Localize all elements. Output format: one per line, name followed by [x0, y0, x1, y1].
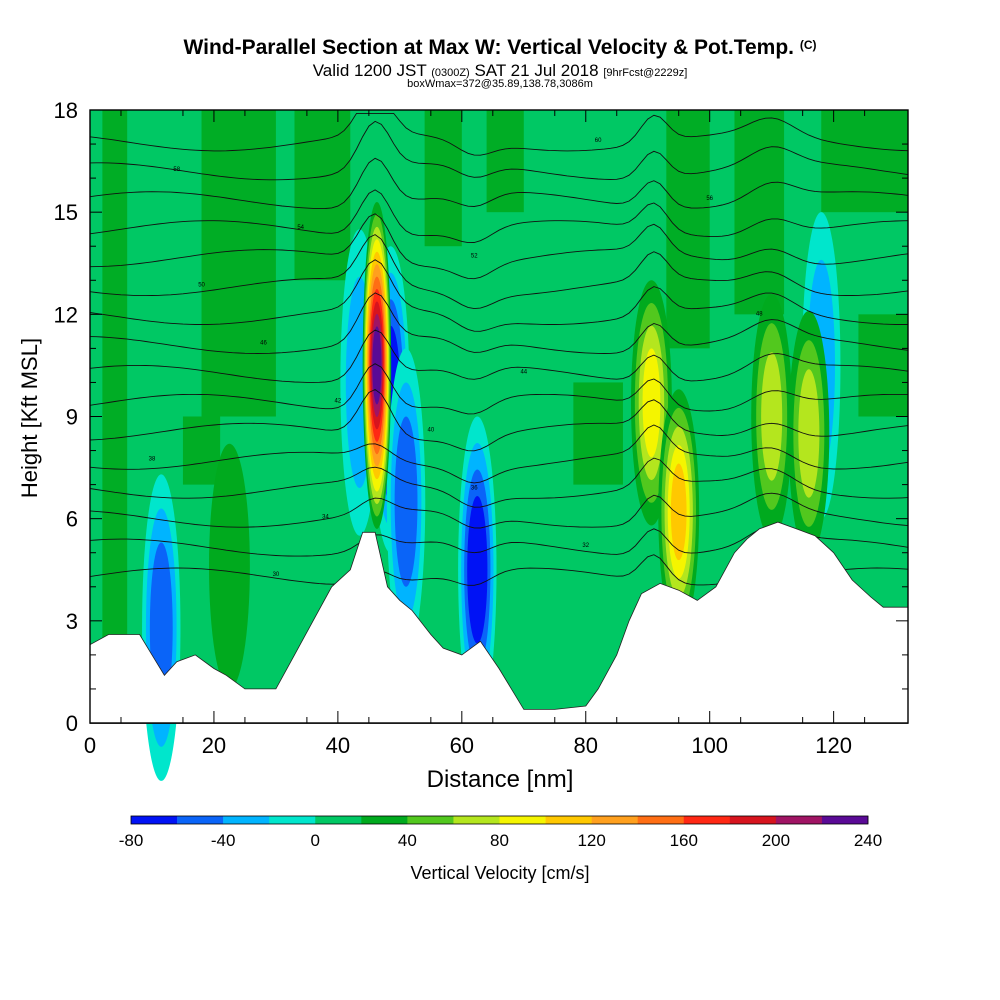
theta-contour-label: 34 — [322, 514, 329, 520]
weak-updraft-band — [294, 110, 351, 281]
colorbar-swatch — [269, 816, 316, 824]
theta-contour-label: 52 — [471, 254, 478, 260]
colorbar-swatch — [453, 816, 500, 824]
colorbar-swatch — [821, 816, 869, 824]
theta-contour-label: 32 — [582, 543, 589, 549]
theta-contour-label: 46 — [260, 341, 267, 347]
weak-updraft-band — [182, 416, 221, 485]
weak-updraft-band — [734, 110, 785, 315]
colorbar-swatch — [775, 816, 823, 824]
theta-contour — [89, 157, 909, 210]
x-tick-label: 120 — [815, 733, 852, 758]
theta-contour — [89, 492, 909, 529]
theta-contour-label: 54 — [297, 225, 304, 231]
colorbar-swatch — [683, 816, 731, 824]
x-tick-label: 20 — [202, 733, 226, 758]
y-tick-label: 18 — [54, 98, 78, 123]
x-tick-label: 40 — [326, 733, 350, 758]
y-tick-label: 9 — [66, 405, 78, 430]
theta-contour-label: 48 — [756, 312, 763, 318]
theta-contour-label: 60 — [595, 138, 602, 144]
y-tick-label: 6 — [66, 507, 78, 532]
theta-contour — [89, 259, 908, 332]
x-tick-label: 0 — [84, 733, 96, 758]
theta-contour — [89, 329, 909, 383]
colorbar-swatch — [407, 816, 454, 824]
weak-updraft-band — [666, 110, 710, 349]
weak-updraft-band — [102, 110, 128, 723]
colorbar-tick-label: 240 — [854, 831, 882, 850]
downdraft-cell — [394, 416, 418, 587]
theta-contour — [89, 213, 909, 280]
y-tick-label: 15 — [54, 200, 78, 225]
updraft-cell — [798, 369, 820, 498]
colorbar-tick-label: 80 — [490, 831, 509, 850]
colorbar-swatch — [545, 816, 592, 824]
theta-contour — [89, 120, 909, 181]
x-tick-label: 60 — [450, 733, 474, 758]
chart-subtitle-box: boxWmax=372@35.89,138.78,3086m — [407, 78, 593, 90]
theta-contour — [89, 457, 909, 508]
theta-contour-label: 38 — [149, 456, 156, 462]
weak-updraft-band — [201, 110, 276, 417]
colorbar-tick-label: 0 — [311, 831, 320, 850]
weak-updraft-band — [486, 110, 524, 213]
chart-subtitle: Valid 1200 JST (0300Z) SAT 21 Jul 2018 [… — [312, 61, 688, 80]
colorbar-label: Vertical Velocity [cm/s] — [410, 863, 590, 883]
y-tick-label: 0 — [66, 711, 78, 736]
colorbar-tick-label: -40 — [211, 831, 236, 850]
updraft-cell — [761, 352, 783, 481]
x-tick-label: 80 — [574, 733, 598, 758]
x-axis-label: Distance [nm] — [426, 766, 574, 793]
weak-updraft-band — [821, 110, 908, 213]
theta-contour — [89, 234, 909, 310]
theta-contour — [89, 189, 909, 244]
theta-contour-label: 56 — [706, 196, 713, 202]
weak-updraft-band — [424, 110, 462, 247]
theta-contour-label: 58 — [173, 167, 180, 173]
theta-contour-label: 44 — [520, 370, 527, 376]
colorbar-swatch — [223, 816, 270, 824]
updraft-cell — [372, 326, 382, 405]
chart-title: Wind-Parallel Section at Max W: Vertical… — [183, 36, 817, 59]
colorbar-swatch — [177, 816, 224, 824]
colorbar-tick-label: -80 — [119, 831, 144, 850]
weak-updraft-band — [858, 314, 908, 417]
theta-contour — [89, 424, 909, 484]
colorbar-frame — [130, 815, 869, 825]
updraft-cell — [642, 348, 661, 458]
colorbar-swatch — [591, 816, 638, 824]
colorbar-swatch — [315, 816, 362, 824]
colorbar-swatch — [361, 816, 408, 824]
y-axis-label: Height [Kft MSL] — [17, 337, 42, 499]
downdraft-cell — [467, 495, 488, 644]
theta-contour — [89, 388, 909, 452]
colorbar-tick-label: 120 — [577, 831, 605, 850]
colorbar-tick-label: 40 — [398, 831, 417, 850]
updraft-cell — [670, 463, 687, 561]
colorbar-swatch — [729, 816, 777, 824]
theta-contour — [89, 112, 909, 156]
y-tick-label: 12 — [54, 302, 78, 327]
colorbar-swatch — [131, 816, 178, 824]
theta-contour-label: 36 — [471, 485, 478, 491]
theta-contour-label: 50 — [198, 283, 205, 289]
theta-contour-label: 40 — [427, 427, 434, 433]
x-tick-label: 100 — [691, 733, 728, 758]
theta-contour — [89, 292, 909, 354]
colorbar-tick-label: 160 — [670, 831, 698, 850]
weak-updraft-band — [573, 382, 623, 485]
y-tick-label: 3 — [66, 609, 78, 634]
terrain — [89, 521, 909, 724]
theta-contour-label: 42 — [335, 398, 342, 404]
colorbar-swatch — [637, 816, 685, 824]
theta-contour — [89, 363, 909, 415]
colorbar-tick-label: 200 — [762, 831, 790, 850]
theta-contour-label: 30 — [273, 572, 280, 578]
updraft-cell — [208, 443, 250, 689]
colorbar-swatch — [499, 816, 546, 824]
